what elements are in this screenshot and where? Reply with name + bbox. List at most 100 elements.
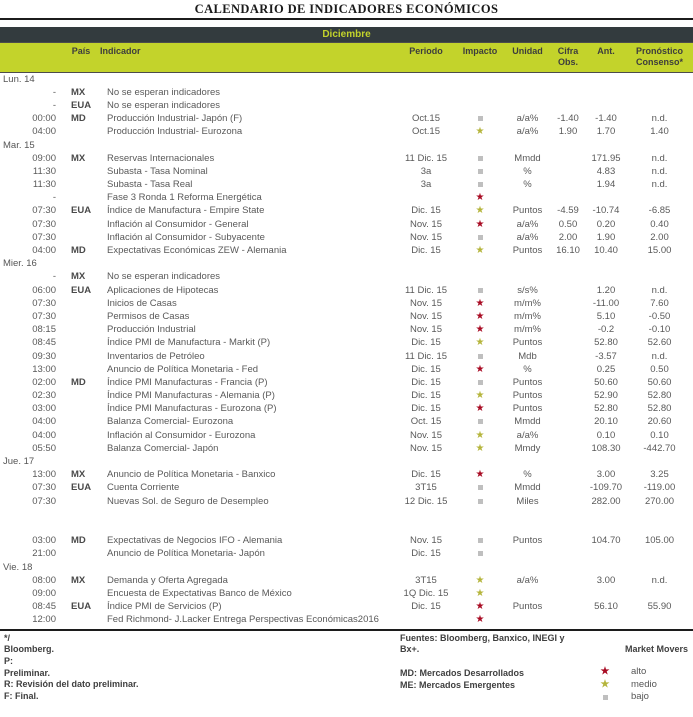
cell-unit: Puntos	[512, 245, 543, 257]
cell-unit: Puntos	[512, 205, 543, 217]
cell-period: Nov. 15	[409, 324, 443, 336]
table-row: 07:30 EUA Índice de Manufactura - Empire S…	[0, 205, 693, 218]
cell-time: 08:45	[32, 601, 56, 613]
cell-indicator: No se esperan indicadores	[107, 99, 221, 111]
page-title: CALENDARIO DE INDICADORES ECONÓMICOS	[194, 2, 499, 16]
cell-indicator: Índice PMI Manufacturas - Alemania (P)	[107, 390, 275, 402]
table-row: 08:00 MX Demanda y Oferta Agregada 3T15 ★ a/a…	[0, 574, 693, 587]
day-label: Mar. 15	[3, 139, 35, 151]
cell-forecast: n.d.	[651, 350, 668, 362]
cell-forecast: 0.10	[650, 429, 669, 441]
cell-period: 3a	[420, 165, 432, 177]
cell-time: 08:00	[32, 574, 56, 586]
table-row: 09:00 MX Reservas Internacionales 11 Dic. 1…	[0, 152, 693, 165]
column-time	[0, 46, 62, 72]
cell-obs: -1.40	[557, 113, 579, 125]
cell-forecast: -119.00	[643, 482, 676, 494]
column-periodo: Periodo	[409, 46, 443, 56]
cell-impact: ★	[455, 575, 505, 587]
cell-obs: 1.90	[558, 126, 578, 138]
star-icon: ★	[475, 403, 485, 415]
cell-indicator: Subasta - Tasa Real	[107, 179, 193, 191]
cell-period: 11 Dic. 15	[404, 152, 448, 164]
cell-period: Nov. 15	[409, 297, 443, 309]
cell-impact	[455, 179, 505, 191]
table-row: 08:45 EUA Índice PMI de Servicios (P) Dic. …	[0, 601, 693, 614]
cell-indicator: Expectativas de Negocios IFO - Alemania	[107, 535, 283, 547]
cell-time: 13:00	[32, 363, 56, 375]
square-icon	[477, 155, 483, 161]
cell-time: 04:00	[32, 245, 56, 257]
star-icon: ★	[475, 126, 485, 138]
cell-impact	[455, 113, 505, 125]
cell-period: 12 Dic. 15	[404, 495, 448, 507]
cell-time: -	[52, 86, 56, 98]
cell-time: 02:00	[32, 376, 56, 388]
cell-impact: ★	[455, 443, 505, 455]
square-icon	[477, 287, 483, 293]
column-pronostico-consenso: Pronóstico Consenso*	[635, 46, 683, 67]
cell-impact: ★	[455, 311, 505, 323]
legend-item: ★ alto	[595, 665, 693, 678]
cell-time: 09:00	[32, 587, 56, 599]
table-row: 11:30 Subasta - Tasa Real 3a% 1.94 n.d.	[0, 179, 693, 192]
cell-period: Dic. 15	[411, 403, 441, 415]
cell-country: MX	[71, 152, 86, 164]
star-icon: ★	[475, 614, 485, 626]
cell-ant: 3.00	[596, 574, 616, 586]
cell-ant: 0.10	[596, 429, 616, 441]
star-icon: ★	[475, 218, 485, 230]
star-icon: ★	[475, 205, 485, 217]
cell-time: 02:30	[32, 390, 56, 402]
cell-time: 21:00	[32, 548, 56, 560]
cell-forecast: 52.80	[647, 403, 672, 415]
table-row: - EUA No se esperan indicadores	[0, 99, 693, 112]
cell-period: Dic. 15	[411, 376, 441, 388]
day-header-row: Jue. 17	[0, 455, 693, 468]
cell-ant: -3.57	[595, 350, 617, 362]
table-row: 02:00 MD Índice PMI Manufacturas - Francia…	[0, 376, 693, 389]
cell-forecast: 55.90	[647, 601, 672, 613]
cell-forecast: n.d.	[651, 284, 668, 296]
square-icon	[477, 234, 483, 240]
cell-time: 07:30	[32, 310, 56, 322]
cell-time: 04:00	[32, 429, 56, 441]
spacer-row	[0, 508, 693, 521]
cell-time: 07:30	[32, 205, 56, 217]
cell-ant: 108.30	[591, 442, 621, 454]
star-icon: ★	[475, 574, 485, 586]
table-row: 00:00 MD Producción Industrial- Japón (F) O…	[0, 113, 693, 126]
square-icon	[602, 694, 608, 700]
cell-forecast: -442.70	[643, 442, 676, 454]
cell-indicator: Subasta - Tasa Nominal	[107, 165, 208, 177]
cell-impact: ★	[455, 219, 505, 231]
cell-impact: ★	[455, 324, 505, 336]
table-column-header: País Indicador Periodo Impacto Unidad Ci…	[0, 42, 693, 73]
square-icon	[477, 538, 483, 544]
cell-time: 07:30	[32, 231, 56, 243]
cell-unit: a/a%	[516, 429, 539, 441]
cell-time: 07:30	[32, 482, 56, 494]
cell-impact	[455, 232, 505, 244]
cell-unit: Mmdd	[514, 416, 541, 428]
table-row: 04:00 MD Expectativas Económicas ZEW - Ale…	[0, 244, 693, 257]
cell-country: EUA	[71, 284, 92, 296]
cell-ant: 1.94	[596, 179, 616, 191]
cell-country: EUA	[71, 99, 92, 111]
cell-indicator: Producción Industrial- Japón (F)	[107, 113, 243, 125]
cell-indicator: Fed Richmond- J.Lacker Entrega Perspecti…	[107, 614, 379, 626]
column-unidad: Unidad	[512, 46, 543, 56]
cell-impact: ★	[455, 337, 505, 349]
legend-item: bajo	[595, 690, 693, 703]
cell-time: 04:00	[32, 416, 56, 428]
square-icon	[477, 485, 483, 491]
table-row: 07:30 EUA Cuenta Corriente 3T15 Mmdd -109.70 -…	[0, 482, 693, 495]
table-row: 08:15 Producción Industrial Nov. 15 ★ m/m% -0…	[0, 324, 693, 337]
cell-forecast: 50.60	[647, 376, 672, 388]
cell-time: 07:30	[32, 297, 56, 309]
cell-time: 04:00	[32, 126, 56, 138]
table-row: 07:30 Nuevas Sol. de Seguro de Desempleo 1…	[0, 495, 693, 508]
footnote-line: R: Revisión del dato preliminar.	[4, 679, 139, 690]
cell-period: Nov. 15	[409, 310, 443, 322]
cell-indicator: Inventarios de Petróleo	[107, 350, 205, 362]
